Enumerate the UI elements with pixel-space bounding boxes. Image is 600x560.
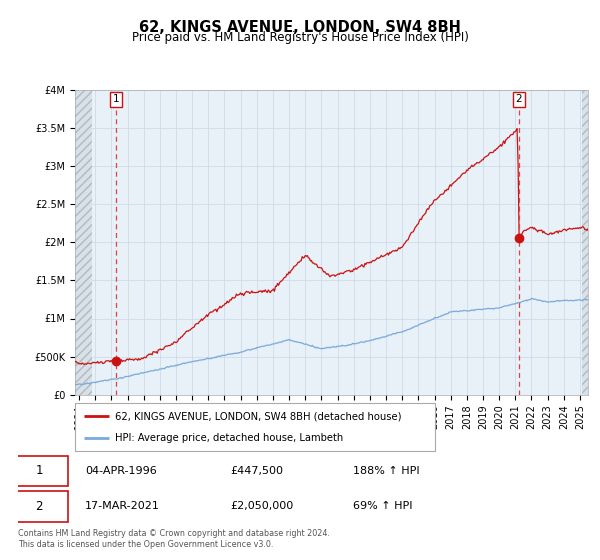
Text: 04-APR-1996: 04-APR-1996 [85, 466, 157, 476]
FancyBboxPatch shape [10, 491, 68, 521]
Text: 17-MAR-2021: 17-MAR-2021 [85, 501, 160, 511]
Text: 62, KINGS AVENUE, LONDON, SW4 8BH (detached house): 62, KINGS AVENUE, LONDON, SW4 8BH (detac… [115, 411, 401, 421]
Text: Contains HM Land Registry data © Crown copyright and database right 2024.
This d: Contains HM Land Registry data © Crown c… [18, 529, 330, 549]
Text: £447,500: £447,500 [230, 466, 283, 476]
Text: HPI: Average price, detached house, Lambeth: HPI: Average price, detached house, Lamb… [115, 433, 343, 443]
Text: £2,050,000: £2,050,000 [230, 501, 293, 511]
Text: Price paid vs. HM Land Registry's House Price Index (HPI): Price paid vs. HM Land Registry's House … [131, 31, 469, 44]
Bar [581, 90, 588, 395]
Text: 188% ↑ HPI: 188% ↑ HPI [353, 466, 419, 476]
Text: 2: 2 [35, 500, 43, 513]
Text: 1: 1 [112, 94, 119, 104]
FancyBboxPatch shape [10, 456, 68, 486]
Text: 62, KINGS AVENUE, LONDON, SW4 8BH: 62, KINGS AVENUE, LONDON, SW4 8BH [139, 20, 461, 35]
Text: 1: 1 [35, 464, 43, 478]
Text: 69% ↑ HPI: 69% ↑ HPI [353, 501, 412, 511]
Bar [75, 90, 92, 395]
Text: 2: 2 [515, 94, 522, 104]
